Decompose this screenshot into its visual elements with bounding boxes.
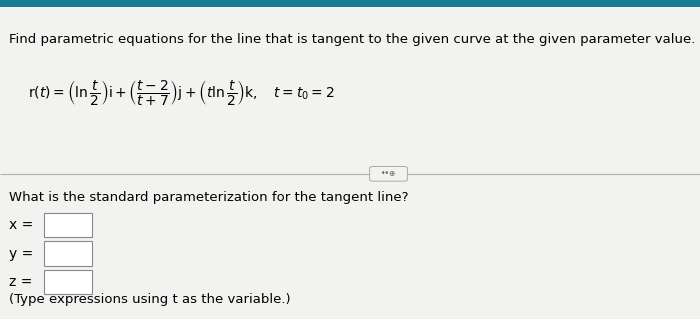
- Text: y =: y =: [9, 247, 34, 261]
- Text: ••⊕: ••⊕: [381, 169, 396, 178]
- Text: z =: z =: [9, 275, 32, 289]
- Text: (Type expressions using t as the variable.): (Type expressions using t as the variabl…: [9, 293, 290, 306]
- Text: $\mathrm{r}(t) = \left(\ln\dfrac{t}{2}\right)\mathrm{i} + \left(\dfrac{t-2}{t+7}: $\mathrm{r}(t) = \left(\ln\dfrac{t}{2}\r…: [28, 78, 335, 107]
- FancyBboxPatch shape: [44, 241, 92, 266]
- Text: What is the standard parameterization for the tangent line?: What is the standard parameterization fo…: [9, 191, 409, 204]
- FancyBboxPatch shape: [44, 213, 92, 237]
- FancyBboxPatch shape: [370, 167, 407, 181]
- Text: Find parametric equations for the line that is tangent to the given curve at the: Find parametric equations for the line t…: [9, 33, 696, 47]
- FancyBboxPatch shape: [44, 270, 92, 294]
- Text: x =: x =: [9, 218, 34, 232]
- Bar: [0, 0, 700, 7]
